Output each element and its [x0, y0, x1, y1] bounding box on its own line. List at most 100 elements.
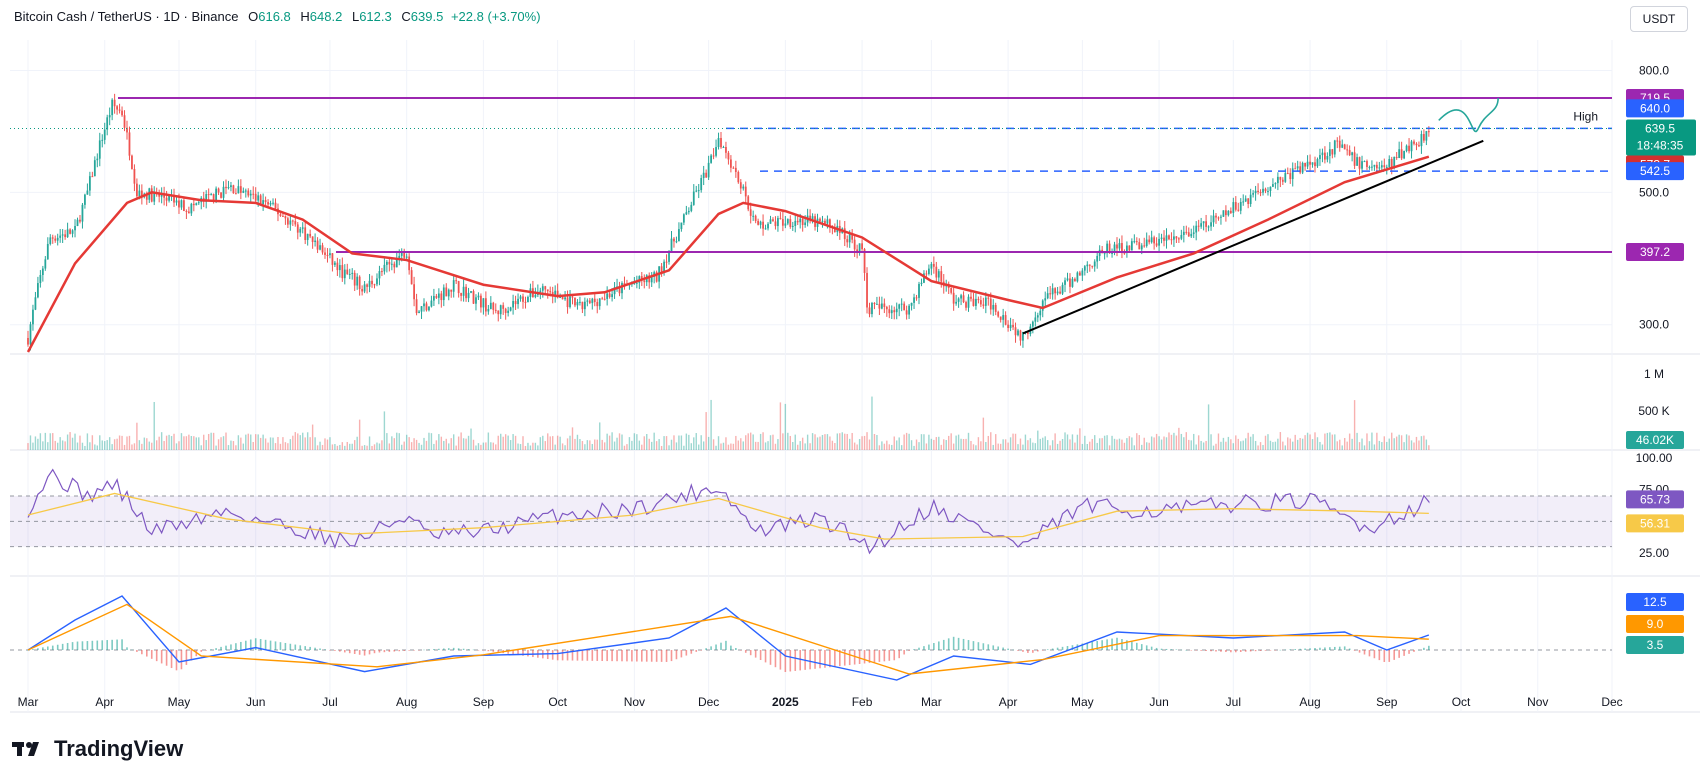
candle-body	[918, 283, 920, 298]
volume-bar	[764, 442, 767, 450]
candle-body	[1249, 194, 1252, 204]
volume-bar	[1351, 438, 1353, 450]
volume-bar	[1054, 433, 1056, 450]
macd-histogram-bar	[116, 639, 118, 650]
candle-body	[895, 308, 898, 313]
brand[interactable]: TradingView	[12, 736, 183, 762]
candle-body	[150, 188, 153, 202]
volume-bar	[700, 435, 702, 450]
currency-button[interactable]: USDT	[1630, 6, 1688, 32]
macd-histogram-bar	[903, 650, 905, 655]
candle-body	[687, 210, 690, 213]
volume-bar	[467, 435, 470, 450]
volume-bar	[158, 436, 160, 450]
candle-body	[1197, 225, 1200, 227]
candle-body	[791, 225, 794, 227]
candle-body	[207, 194, 210, 196]
macd-histogram-bar	[284, 642, 287, 650]
candle-body	[445, 287, 448, 297]
candle-body	[1319, 155, 1321, 160]
macd-histogram-bar	[170, 650, 173, 669]
volume-bar	[413, 438, 415, 450]
macd-histogram-bar	[245, 640, 247, 650]
candle-body	[1244, 198, 1247, 202]
volume-bar	[1066, 434, 1069, 450]
candle-body	[994, 304, 997, 312]
candle-body	[913, 297, 915, 303]
macd-histogram-bar	[868, 650, 871, 663]
macd-histogram-bar	[814, 650, 816, 669]
candle-body	[1215, 215, 1217, 218]
volume-bar	[539, 437, 542, 450]
macd-histogram-bar	[1363, 650, 1366, 655]
volume-bar	[1014, 433, 1017, 450]
candle-body	[264, 200, 267, 203]
volume-bar	[851, 432, 853, 450]
macd-histogram-bar	[56, 644, 59, 650]
macd-histogram-bar	[1314, 648, 1316, 650]
volume-bar	[84, 445, 86, 450]
macd-histogram-bar	[1032, 650, 1034, 653]
candle-body	[885, 306, 888, 310]
macd-histogram-bar	[967, 640, 970, 650]
candle-body	[1296, 166, 1299, 169]
macd-histogram-bar	[1393, 650, 1395, 660]
candle-body	[304, 227, 307, 241]
candle-body	[673, 238, 675, 242]
candle-body	[618, 286, 621, 294]
candle-body	[376, 278, 378, 285]
volume-bar	[358, 419, 361, 450]
candle-body	[739, 182, 742, 189]
macd-histogram-bar	[61, 643, 64, 650]
macd-histogram-bar	[1225, 650, 1227, 653]
macd-histogram-bar	[878, 650, 881, 662]
volume-bar	[321, 444, 324, 450]
volume-bar	[717, 436, 720, 450]
volume-bar	[1391, 432, 1393, 450]
volume-bar	[504, 434, 507, 450]
macd-histogram-bar	[779, 650, 782, 670]
volume-bar	[448, 443, 450, 450]
candle-body	[1383, 165, 1386, 168]
volume-bar	[962, 439, 965, 450]
candle-body	[76, 219, 79, 226]
volume-bar	[346, 441, 348, 450]
macd-histogram-bar	[482, 650, 485, 651]
candle-body	[212, 194, 215, 202]
macd-histogram-bar	[735, 648, 737, 650]
macd-histogram-bar	[150, 650, 153, 659]
macd-histogram-bar	[556, 650, 559, 661]
volume-bar	[339, 444, 341, 450]
volume-bar	[1143, 437, 1145, 450]
volume-bar	[1131, 437, 1133, 450]
macd-histogram-bar	[240, 641, 242, 650]
candles-group	[27, 93, 1430, 450]
volume-bar	[1056, 443, 1059, 450]
candle-body	[1066, 278, 1069, 281]
symbol-title[interactable]: Bitcoin Cash / TetherUS · 1D · Binance	[14, 9, 239, 24]
candle-body	[405, 256, 408, 258]
volume-bar	[69, 432, 71, 450]
candle-body	[749, 209, 752, 216]
macd-histogram-bar	[165, 650, 168, 666]
candle-body	[720, 137, 722, 148]
candle-body	[982, 304, 985, 306]
volume-bar	[720, 443, 722, 450]
badge-542: 542.5	[1640, 164, 1670, 178]
volume-bar	[816, 437, 819, 450]
candle-body	[1130, 241, 1133, 251]
candle-body	[343, 269, 346, 279]
volume-bar	[1267, 434, 1269, 450]
volume-bar	[1098, 438, 1101, 450]
candle-body	[1272, 184, 1274, 187]
volume-bar	[1029, 438, 1032, 450]
volume-bar	[524, 445, 527, 450]
macd-histogram-bar	[1319, 647, 1321, 650]
macd-histogram-bar	[447, 648, 450, 650]
low-value: 612.3	[359, 9, 392, 24]
volume-bar	[1044, 436, 1046, 450]
macd-histogram-bar	[952, 636, 955, 650]
candle-body	[1259, 192, 1262, 194]
macd-histogram-bar	[1180, 649, 1183, 651]
